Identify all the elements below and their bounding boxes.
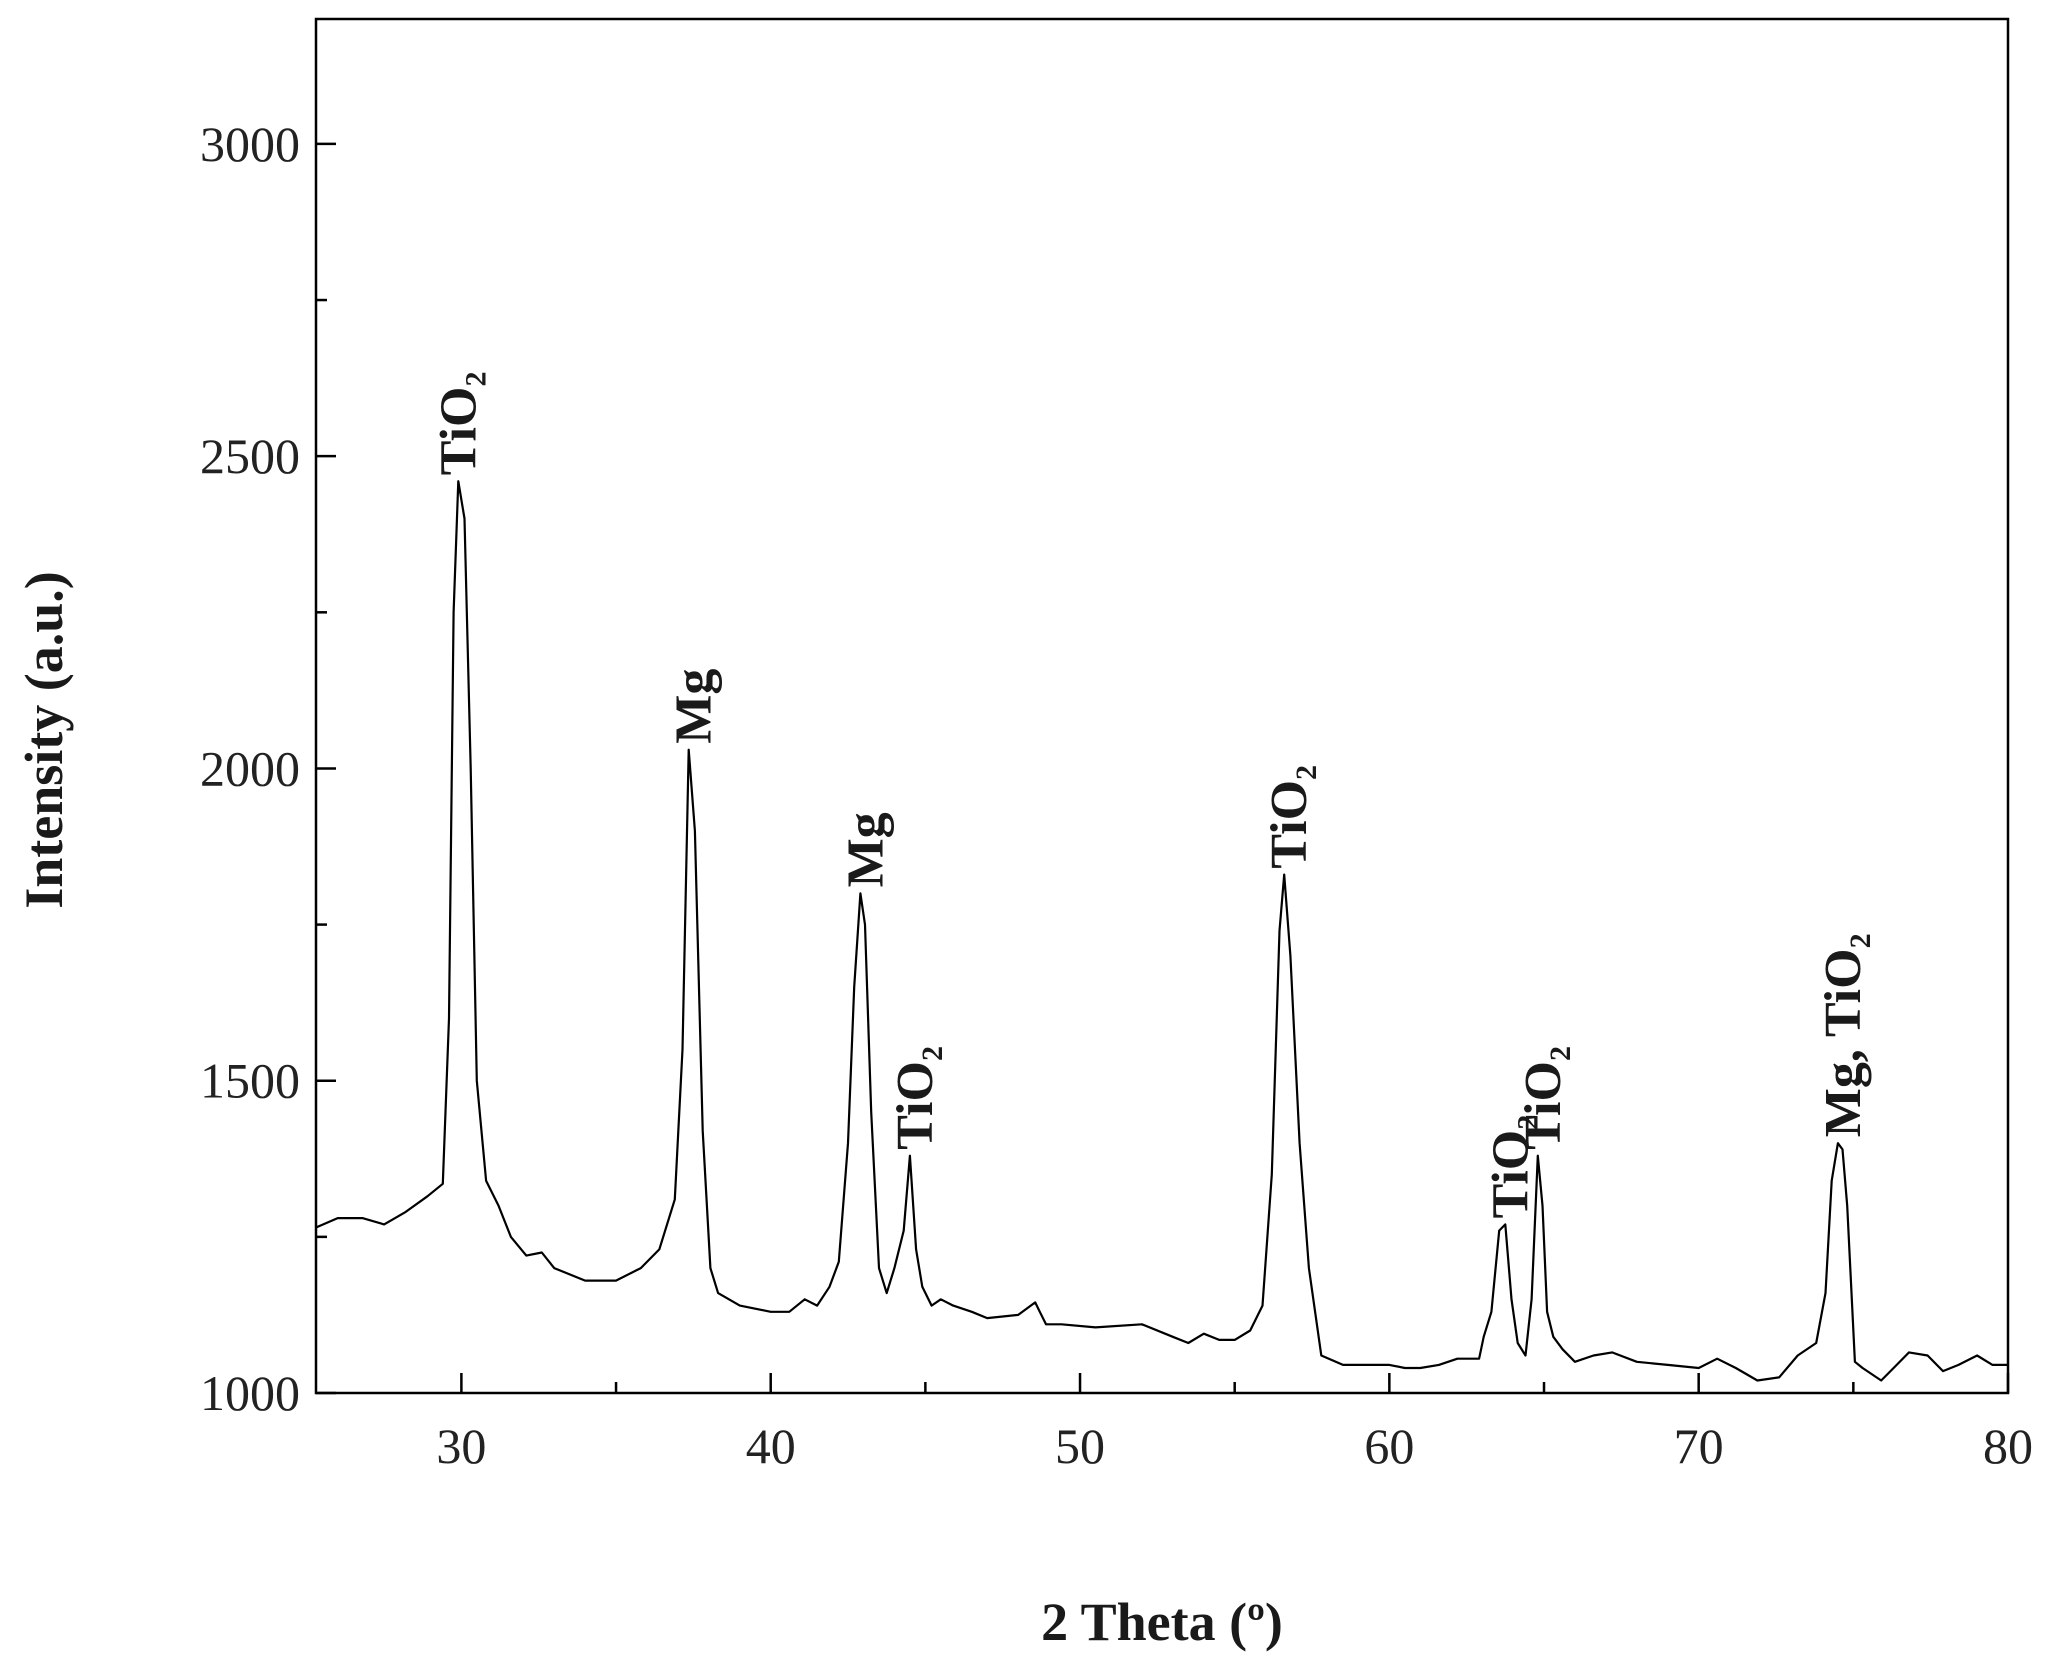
series-line — [315, 480, 2008, 1382]
peak-label-subscript: 2 — [1511, 1115, 1544, 1130]
peak-label-subscript: 2 — [1290, 765, 1323, 780]
peak-label: TiO2 — [1482, 1115, 1544, 1219]
x-tick-label: 30 — [436, 1418, 486, 1474]
y-tick-label: 1000 — [200, 1365, 300, 1421]
y-axis-ticks — [316, 142, 336, 1395]
x-tick-label: 70 — [1674, 1418, 1724, 1474]
x-axis-title: 2 Theta (º) — [1041, 1592, 1283, 1652]
x-tick-label: 60 — [1364, 1418, 1414, 1474]
peak-label: TiO2 — [887, 1046, 949, 1150]
peak-label-subscript: 2 — [460, 372, 493, 387]
peak-label: TiO2 — [431, 372, 493, 476]
peak-label-subscript: 2 — [916, 1046, 949, 1061]
plot-frame — [314, 17, 2010, 1395]
x-axis-ticks — [460, 1373, 2010, 1393]
peak-label-subscript: 2 — [1844, 933, 1877, 948]
peak-label: TiO2 — [1261, 765, 1323, 869]
x-tick-label: 80 — [1983, 1418, 2033, 1474]
x-axis-tick-labels: 30 40 50 60 70 80 — [436, 1418, 2033, 1474]
y-tick-label: 3000 — [200, 116, 300, 172]
peak-label-subscript: 2 — [1544, 1046, 1577, 1061]
y-axis-title: Intensity (a.u.) — [14, 571, 74, 909]
x-tick-label: 40 — [746, 1418, 796, 1474]
peak-label: Mg — [837, 812, 894, 887]
y-tick-label: 1500 — [200, 1053, 300, 1109]
y-axis-tick-labels: 1000 1500 2000 2500 3000 — [200, 116, 300, 1421]
peak-label: TiO2 — [1515, 1046, 1577, 1150]
x-tick-label: 50 — [1055, 1418, 1105, 1474]
peak-label: Mg — [666, 669, 723, 744]
y-tick-label: 2000 — [200, 740, 300, 796]
y-tick-label: 2500 — [200, 428, 300, 484]
peak-label: Mg, TiO2 — [1815, 933, 1877, 1137]
